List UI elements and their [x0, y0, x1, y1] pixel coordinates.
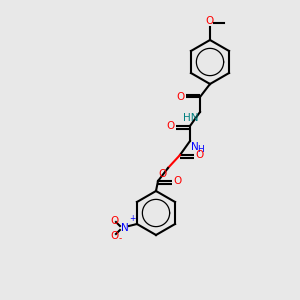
Text: N: N	[191, 142, 199, 152]
Text: O: O	[111, 231, 119, 241]
Text: O: O	[111, 216, 119, 226]
Text: O: O	[195, 150, 203, 160]
Text: HN: HN	[182, 113, 198, 123]
Text: +: +	[129, 214, 135, 223]
Text: O: O	[159, 169, 167, 179]
Text: -: -	[119, 235, 122, 244]
Text: O: O	[167, 121, 175, 131]
Text: N: N	[121, 223, 129, 233]
Text: O: O	[205, 16, 213, 26]
Text: O: O	[177, 92, 185, 102]
Text: O: O	[173, 176, 181, 186]
Text: H: H	[197, 145, 204, 154]
